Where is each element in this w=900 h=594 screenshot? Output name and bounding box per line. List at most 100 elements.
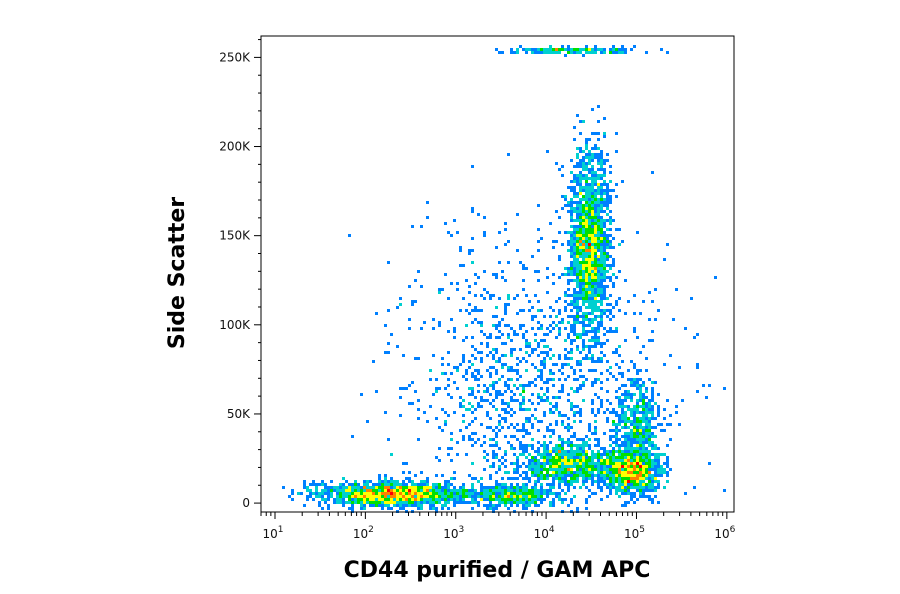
density-dot (636, 402, 639, 405)
density-dot (642, 495, 645, 498)
density-dot (501, 402, 504, 405)
density-dot (504, 486, 507, 489)
density-dot (438, 489, 441, 492)
density-dot (585, 468, 588, 471)
density-dot (633, 429, 636, 432)
density-dot (624, 384, 627, 387)
density-dot (657, 465, 660, 468)
density-dot (456, 441, 459, 444)
density-dot (378, 498, 381, 501)
density-dot (543, 468, 546, 471)
density-dot (651, 486, 654, 489)
density-dot (636, 483, 639, 486)
density-dot (546, 483, 549, 486)
density-dot (483, 504, 486, 507)
density-dot (456, 387, 459, 390)
density-dot (501, 492, 504, 495)
density-dot (630, 459, 633, 462)
density-dot (489, 393, 492, 396)
density-dot (357, 486, 360, 489)
density-dot (579, 273, 582, 276)
density-dot (573, 300, 576, 303)
density-dot (642, 411, 645, 414)
density-dot (591, 153, 594, 156)
density-dot (573, 180, 576, 183)
density-dot (468, 438, 471, 441)
density-dot (591, 186, 594, 189)
density-dot (495, 390, 498, 393)
density-dot (573, 450, 576, 453)
density-dot (582, 357, 585, 360)
density-dot (714, 276, 717, 279)
density-dot (591, 246, 594, 249)
density-dot (597, 186, 600, 189)
density-dot (414, 498, 417, 501)
density-dot (651, 444, 654, 447)
density-dot (522, 447, 525, 450)
density-dot (675, 288, 678, 291)
density-dot (315, 486, 318, 489)
density-dot (510, 399, 513, 402)
density-dot (531, 465, 534, 468)
density-dot (450, 477, 453, 480)
density-dot (519, 405, 522, 408)
density-dot (390, 477, 393, 480)
density-dot (654, 465, 657, 468)
density-dot (567, 282, 570, 285)
density-dot (534, 51, 537, 54)
density-dot (636, 468, 639, 471)
density-dot (504, 243, 507, 246)
density-dot (582, 240, 585, 243)
density-dot (474, 501, 477, 504)
density-dot (645, 447, 648, 450)
density-dot (435, 501, 438, 504)
density-dot (471, 336, 474, 339)
density-dot (561, 363, 564, 366)
density-dot (537, 492, 540, 495)
density-dot (504, 411, 507, 414)
density-dot (558, 396, 561, 399)
density-dot (609, 480, 612, 483)
density-dot (501, 456, 504, 459)
density-dot (387, 309, 390, 312)
density-dot (498, 489, 501, 492)
density-dot (633, 414, 636, 417)
density-dot (432, 501, 435, 504)
density-dot (612, 51, 615, 54)
density-dot (594, 318, 597, 321)
density-dot (513, 51, 516, 54)
density-dot (609, 318, 612, 321)
density-dot (486, 504, 489, 507)
density-dot (642, 492, 645, 495)
density-dot (642, 465, 645, 468)
density-dot (636, 231, 639, 234)
density-dot (585, 264, 588, 267)
density-dot (648, 426, 651, 429)
density-dot (588, 225, 591, 228)
density-dot (669, 354, 672, 357)
density-dot (447, 480, 450, 483)
density-dot (501, 366, 504, 369)
density-dot (609, 51, 612, 54)
density-dot (495, 396, 498, 399)
density-dot (450, 483, 453, 486)
density-dot (639, 417, 642, 420)
density-dot (609, 462, 612, 465)
density-dot (582, 279, 585, 282)
density-dot (561, 165, 564, 168)
density-dot (663, 417, 666, 420)
density-dot (570, 48, 573, 51)
density-dot (588, 321, 591, 324)
density-dot (570, 453, 573, 456)
density-dot (399, 489, 402, 492)
density-dot (573, 321, 576, 324)
density-dot (504, 450, 507, 453)
density-dot (387, 489, 390, 492)
density-dot (579, 468, 582, 471)
density-dot (525, 384, 528, 387)
density-dot (549, 51, 552, 54)
density-dot (525, 339, 528, 342)
density-dot (405, 387, 408, 390)
density-dot (624, 444, 627, 447)
